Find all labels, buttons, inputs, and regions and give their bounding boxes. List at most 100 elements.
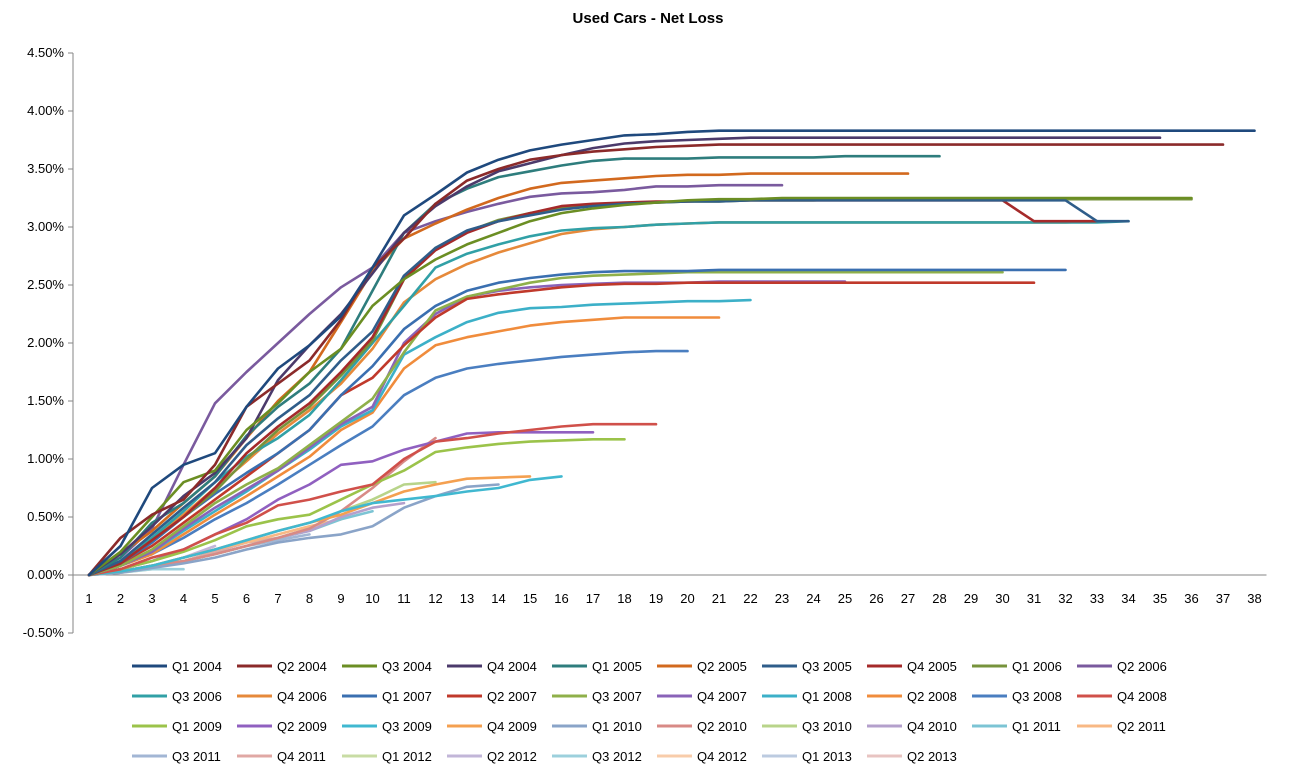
series-line (87, 281, 1036, 577)
x-tick-label: 33 (1090, 591, 1104, 606)
y-tick-label: -0.50% (23, 625, 65, 640)
legend-label: Q3 2011 (172, 749, 221, 764)
legend-label: Q3 2008 (1012, 689, 1062, 704)
x-tick-label: 7 (274, 591, 281, 606)
legend-label: Q1 2004 (172, 659, 222, 674)
series-line (87, 129, 1256, 577)
y-tick-label: 4.00% (27, 103, 64, 118)
y-tick-label: 2.50% (27, 277, 64, 292)
series-line (87, 316, 721, 577)
legend-label: Q4 2007 (697, 689, 747, 704)
legend-label: Q1 2005 (592, 659, 642, 674)
x-tick-label: 23 (775, 591, 789, 606)
x-tick-label: 21 (712, 591, 726, 606)
y-axis: -0.50% 0.00% 0.50% 1.00% 1.50% 2.00% 2.50% 3.00… (23, 45, 74, 640)
legend-label: Q2 2012 (487, 749, 537, 764)
x-tick-label: 6 (243, 591, 250, 606)
legend-label: Q4 2009 (487, 719, 537, 734)
y-tick-label: 3.50% (27, 161, 64, 176)
legend-label: Q3 2005 (802, 659, 852, 674)
y-tick-label: 1.00% (27, 451, 64, 466)
x-tick-label: 32 (1058, 591, 1072, 606)
y-tick-label: 0.50% (27, 509, 64, 524)
x-tick-label: 26 (869, 591, 883, 606)
legend-label: Q4 2008 (1117, 689, 1167, 704)
x-tick-label: 17 (586, 591, 600, 606)
legend-label: Q3 2012 (592, 749, 642, 764)
legend-label: Q1 2007 (382, 689, 432, 704)
x-tick-label: 8 (306, 591, 313, 606)
series-line (87, 199, 1099, 577)
x-tick-label: 5 (211, 591, 218, 606)
legend-label: Q3 2004 (382, 659, 432, 674)
series-line (87, 183, 784, 577)
x-tick-label: 14 (491, 591, 505, 606)
legend: Q1 2004 Q2 2004 Q3 2004 Q4 2004 Q1 2005 Q2 20… (132, 659, 1167, 764)
x-tick-label: 18 (617, 591, 631, 606)
x-tick-label: 30 (995, 591, 1009, 606)
legend-label: Q2 2011 (1117, 719, 1166, 734)
series-line (87, 475, 563, 577)
series-line (87, 422, 658, 577)
series-lines (87, 129, 1256, 577)
legend-label: Q2 2008 (907, 689, 957, 704)
series-line (87, 143, 1225, 577)
series-line (87, 199, 1130, 577)
x-tick-label: 2 (117, 591, 124, 606)
legend-label: Q2 2013 (907, 749, 957, 764)
x-tick-label: 15 (523, 591, 537, 606)
x-tick-label: 24 (806, 591, 820, 606)
legend-label: Q3 2010 (802, 719, 852, 734)
x-tick-label: 38 (1247, 591, 1261, 606)
series-line (87, 483, 500, 577)
x-tick-label: 1 (85, 591, 92, 606)
legend-label: Q1 2009 (172, 719, 222, 734)
series-line (87, 298, 752, 577)
y-tick-label: 4.50% (27, 45, 64, 60)
legend-label: Q4 2010 (907, 719, 957, 734)
x-tick-label: 35 (1153, 591, 1167, 606)
y-tick-label: 3.00% (27, 219, 64, 234)
legend-label: Q1 2006 (1012, 659, 1062, 674)
legend-label: Q3 2007 (592, 689, 642, 704)
x-tick-label: 16 (554, 591, 568, 606)
x-tick-label: 9 (337, 591, 344, 606)
legend-label: Q2 2010 (697, 719, 747, 734)
x-tick-label: 27 (901, 591, 915, 606)
legend-label: Q2 2004 (277, 659, 327, 674)
x-tick-label: 10 (365, 591, 379, 606)
y-tick-label: 0.00% (27, 567, 64, 582)
x-tick-label: 20 (680, 591, 694, 606)
legend-label: Q3 2006 (172, 689, 222, 704)
x-tick-label: 31 (1027, 591, 1041, 606)
x-tick-label: 12 (428, 591, 442, 606)
legend-label: Q4 2012 (697, 749, 747, 764)
chart-title: Used Cars - Net Loss (572, 10, 724, 27)
x-tick-label: 34 (1121, 591, 1135, 606)
x-tick-label: 13 (460, 591, 474, 606)
legend-label: Q1 2012 (382, 749, 432, 764)
legend-label: Q4 2006 (277, 689, 327, 704)
legend-label: Q4 2004 (487, 659, 537, 674)
legend-label: Q1 2010 (592, 719, 642, 734)
series-line (87, 437, 626, 577)
series-line (87, 219, 1130, 577)
x-tick-label: 28 (932, 591, 946, 606)
series-line (87, 349, 689, 577)
x-tick-label: 25 (838, 591, 852, 606)
x-tick-label: 11 (397, 591, 411, 606)
series-line (87, 270, 1004, 577)
x-tick-label: 22 (743, 591, 757, 606)
legend-label: Q1 2011 (1012, 719, 1061, 734)
y-tick-label: 1.50% (27, 393, 64, 408)
series-line (87, 136, 1162, 577)
series-line (87, 268, 1067, 577)
x-tick-label: 36 (1184, 591, 1198, 606)
x-tick-label: 29 (964, 591, 978, 606)
legend-label: Q2 2005 (697, 659, 747, 674)
x-tick-label: 4 (180, 591, 187, 606)
legend-label: Q2 2009 (277, 719, 327, 734)
legend-label: Q2 2007 (487, 689, 537, 704)
